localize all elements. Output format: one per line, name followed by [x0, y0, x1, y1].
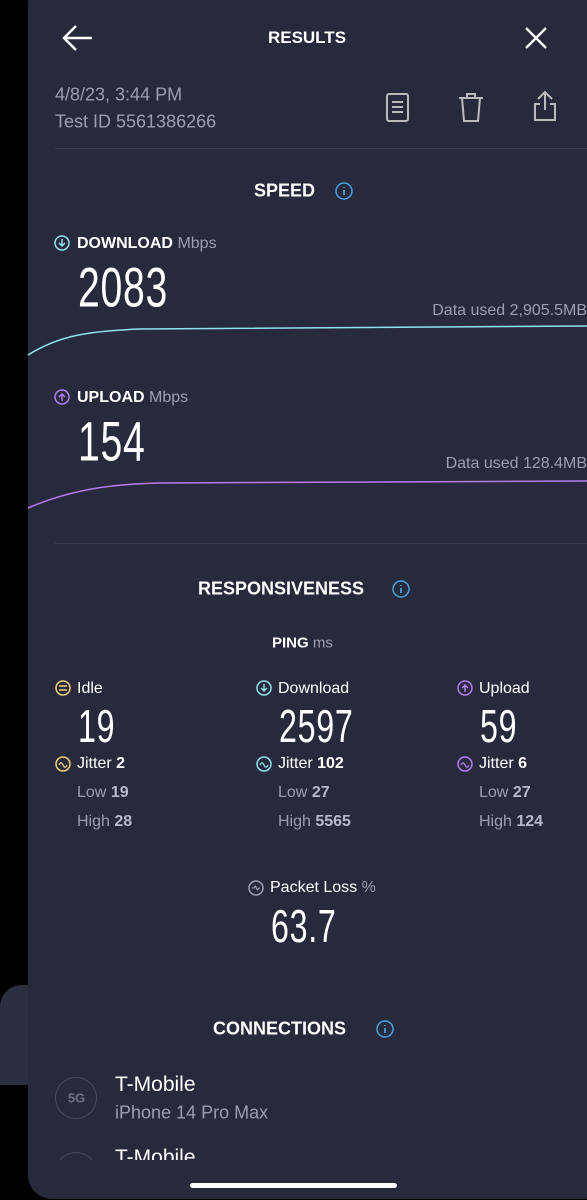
section-title: SPEED [254, 180, 316, 201]
high-value: 5565 [315, 813, 351, 830]
high-row: High 5565 [278, 813, 351, 831]
ping-value-row: 59 [480, 699, 533, 753]
divider [55, 543, 587, 544]
ping-icon [55, 680, 71, 696]
high-label: High [77, 813, 110, 830]
connection-badge: 5G [67, 1090, 86, 1106]
low-row: Low 27 [278, 784, 330, 802]
packet-loss-icon [248, 880, 264, 896]
ping-icon [256, 680, 272, 696]
jitter-value: 2 [116, 755, 126, 772]
high-row: High 124 [479, 813, 543, 831]
connection-badge-circle [55, 1152, 97, 1160]
download-data-used: Data used 2,905.5MB [432, 302, 587, 319]
jitter-label: Jitter [77, 755, 112, 772]
jitter-icon [256, 756, 272, 772]
download-value: 2083 [78, 255, 169, 319]
packet-loss-label: Packet Loss [270, 879, 358, 896]
connection-device: iPhone 14 Pro Max [115, 1102, 269, 1123]
low-row: Low 27 [479, 784, 531, 802]
jitter-icon [55, 756, 71, 772]
high-label: High [278, 813, 311, 830]
high-value: 124 [516, 813, 544, 830]
ping-value-row: 2597 [279, 699, 385, 753]
upload-value: 154 [78, 409, 146, 473]
section-title: RESPONSIVENESS [198, 578, 365, 599]
header-title: RESULTS [267, 28, 347, 47]
jitter-row: Jitter 6 [479, 755, 527, 773]
info-icon[interactable] [376, 1020, 394, 1038]
info-icon[interactable] [392, 580, 410, 598]
low-label: Low [278, 784, 308, 801]
ping-label: PING [272, 634, 309, 652]
home-indicator [190, 1183, 397, 1188]
high-row: High 28 [77, 813, 132, 831]
jitter-value: 6 [518, 755, 528, 772]
report-button[interactable] [386, 93, 410, 123]
upload-label: UPLOAD [77, 389, 145, 406]
high-label: High [479, 813, 512, 830]
ping-label: Idle [77, 680, 103, 697]
jitter-row: Jitter 2 [77, 755, 125, 773]
share-button[interactable] [533, 90, 557, 122]
low-row: Low 19 [77, 784, 129, 802]
speed-graphs [27, 325, 587, 509]
close-button[interactable] [525, 27, 547, 49]
back-button[interactable] [62, 24, 94, 52]
test-date: 4/8/23, 3:44 PM [55, 84, 183, 105]
low-value: 27 [311, 784, 330, 801]
low-value: 19 [110, 784, 129, 801]
packet-loss-value: 63.7 [271, 900, 337, 952]
divider [55, 148, 587, 149]
ping-label: Download [278, 680, 350, 697]
ping-icon [457, 680, 473, 696]
jitter-label: Jitter [278, 755, 313, 772]
upload-icon [54, 389, 70, 405]
connection-badge-circle [55, 1077, 97, 1119]
ping-label: Upload [479, 680, 530, 697]
jitter-value: 102 [317, 755, 344, 772]
packet-loss-unit: % [361, 879, 376, 896]
ping-value-row: 19 [78, 699, 131, 753]
jitter-label: Jitter [479, 755, 514, 772]
delete-button[interactable] [458, 93, 484, 123]
results-panel [28, 0, 587, 1199]
section-title: CONNECTIONS [213, 1018, 347, 1039]
connection-provider: T-Mobile [115, 1073, 196, 1096]
upload-unit: Mbps [149, 389, 189, 406]
ping-value: 19 [78, 700, 116, 752]
high-value: 28 [114, 813, 133, 830]
ping-value: 59 [480, 700, 518, 752]
low-label: Low [77, 784, 107, 801]
low-label: Low [479, 784, 509, 801]
download-label: DOWNLOAD [77, 235, 173, 252]
low-value: 27 [512, 784, 531, 801]
connection-provider: T-Mobile [115, 1148, 196, 1160]
info-icon[interactable] [335, 182, 353, 200]
download-unit: Mbps [177, 235, 217, 252]
jitter-row: Jitter 102 [278, 755, 344, 773]
ping-unit: ms [312, 634, 333, 652]
jitter-icon [457, 756, 473, 772]
test-id: Test ID 5561386266 [55, 111, 217, 132]
ping-value: 2597 [279, 700, 354, 752]
upload-data-used: Data used 128.4MB [445, 455, 587, 472]
download-icon [54, 235, 70, 251]
clipped-row: T-Mobile [0, 1148, 587, 1160]
